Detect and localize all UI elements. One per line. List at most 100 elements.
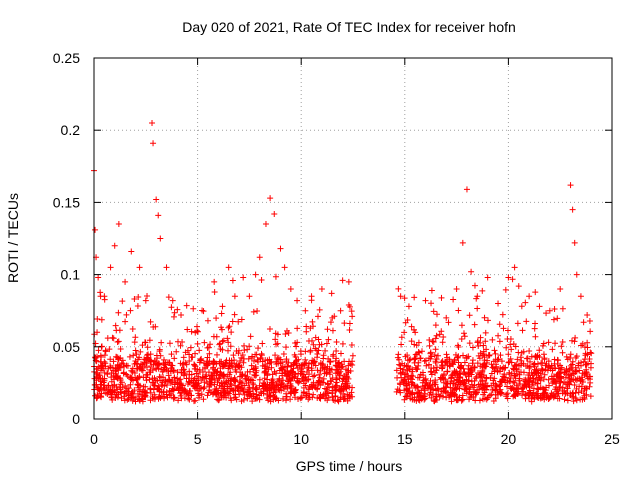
data-point: [339, 277, 346, 284]
data-point: [567, 378, 574, 385]
data-point: [569, 358, 576, 365]
data-point: [211, 288, 218, 295]
data-point: [277, 245, 284, 252]
data-point: [316, 371, 323, 378]
data-point: [473, 373, 480, 380]
data-point: [235, 350, 242, 357]
data-point: [458, 397, 465, 404]
data-point: [535, 386, 542, 393]
data-point: [587, 379, 594, 386]
data-point: [283, 356, 290, 363]
data-point: [477, 350, 484, 357]
data-point: [413, 397, 420, 404]
data-point: [436, 331, 443, 338]
data-point: [132, 334, 139, 341]
data-point: [583, 385, 590, 392]
data-point: [218, 324, 225, 331]
data-point: [240, 359, 247, 366]
data-point: [501, 364, 508, 371]
data-point: [312, 334, 319, 341]
data-point: [553, 372, 560, 379]
data-point: [450, 361, 457, 368]
data-point: [557, 362, 564, 369]
data-point: [422, 375, 429, 382]
data-point: [320, 379, 327, 386]
data-point: [348, 308, 355, 315]
data-point: [312, 345, 319, 352]
data-point: [135, 393, 142, 400]
data-point: [428, 353, 435, 360]
data-point: [503, 344, 510, 351]
data-point: [326, 384, 333, 391]
data-point: [329, 327, 336, 334]
data-point: [441, 372, 448, 379]
data-point: [456, 364, 463, 371]
data-point: [122, 278, 129, 285]
data-point: [155, 212, 162, 219]
data-point: [156, 393, 163, 400]
data-point: [404, 367, 411, 374]
data-point: [488, 391, 495, 398]
data-point: [272, 336, 279, 343]
data-point: [577, 359, 584, 366]
data-point: [128, 389, 135, 396]
data-point: [474, 305, 481, 312]
data-point: [512, 372, 519, 379]
data-point: [463, 390, 470, 397]
data-point: [510, 365, 517, 372]
data-point: [250, 358, 257, 365]
data-point: [496, 321, 503, 328]
data-point: [406, 385, 413, 392]
data-point: [461, 333, 468, 340]
data-point: [546, 307, 553, 314]
data-point: [292, 371, 299, 378]
data-point: [165, 294, 172, 301]
data-point: [457, 371, 464, 378]
data-point: [286, 372, 293, 379]
data-point: [339, 340, 346, 347]
chart-title: Day 020 of 2021, Rate Of TEC Index for r…: [182, 19, 516, 35]
data-point: [275, 386, 282, 393]
data-point: [482, 363, 489, 370]
data-point: [444, 389, 451, 396]
data-point: [240, 274, 247, 281]
data-point: [498, 358, 505, 365]
data-point: [570, 389, 577, 396]
data-point: [517, 354, 524, 361]
data-point: [150, 381, 157, 388]
data-point: [129, 390, 136, 397]
data-point: [243, 380, 250, 387]
data-point: [181, 369, 188, 376]
data-point: [494, 391, 501, 398]
data-point: [581, 356, 588, 363]
data-point: [132, 398, 139, 405]
data-point: [326, 367, 333, 374]
data-point: [536, 303, 543, 310]
data-point: [280, 350, 287, 357]
data-point: [95, 347, 102, 354]
data-point: [512, 362, 519, 369]
data-point: [236, 358, 243, 365]
data-point: [147, 385, 154, 392]
data-point: [432, 322, 439, 329]
data-point: [305, 396, 312, 403]
data-point: [182, 359, 189, 366]
data-point: [276, 367, 283, 374]
data-point: [346, 384, 353, 391]
x-tick-label: 15: [397, 431, 413, 447]
data-point: [305, 390, 312, 397]
data-point: [226, 390, 233, 397]
data-point: [421, 358, 428, 365]
data-point: [250, 308, 257, 315]
data-point: [112, 322, 119, 329]
data-point: [219, 303, 226, 310]
data-point: [204, 354, 211, 361]
data-point: [587, 328, 594, 335]
data-point: [196, 359, 203, 366]
data-point: [346, 303, 353, 310]
data-point: [234, 383, 241, 390]
data-point: [322, 347, 329, 354]
data-point: [98, 316, 105, 323]
data-point: [554, 371, 561, 378]
data-point: [433, 393, 440, 400]
